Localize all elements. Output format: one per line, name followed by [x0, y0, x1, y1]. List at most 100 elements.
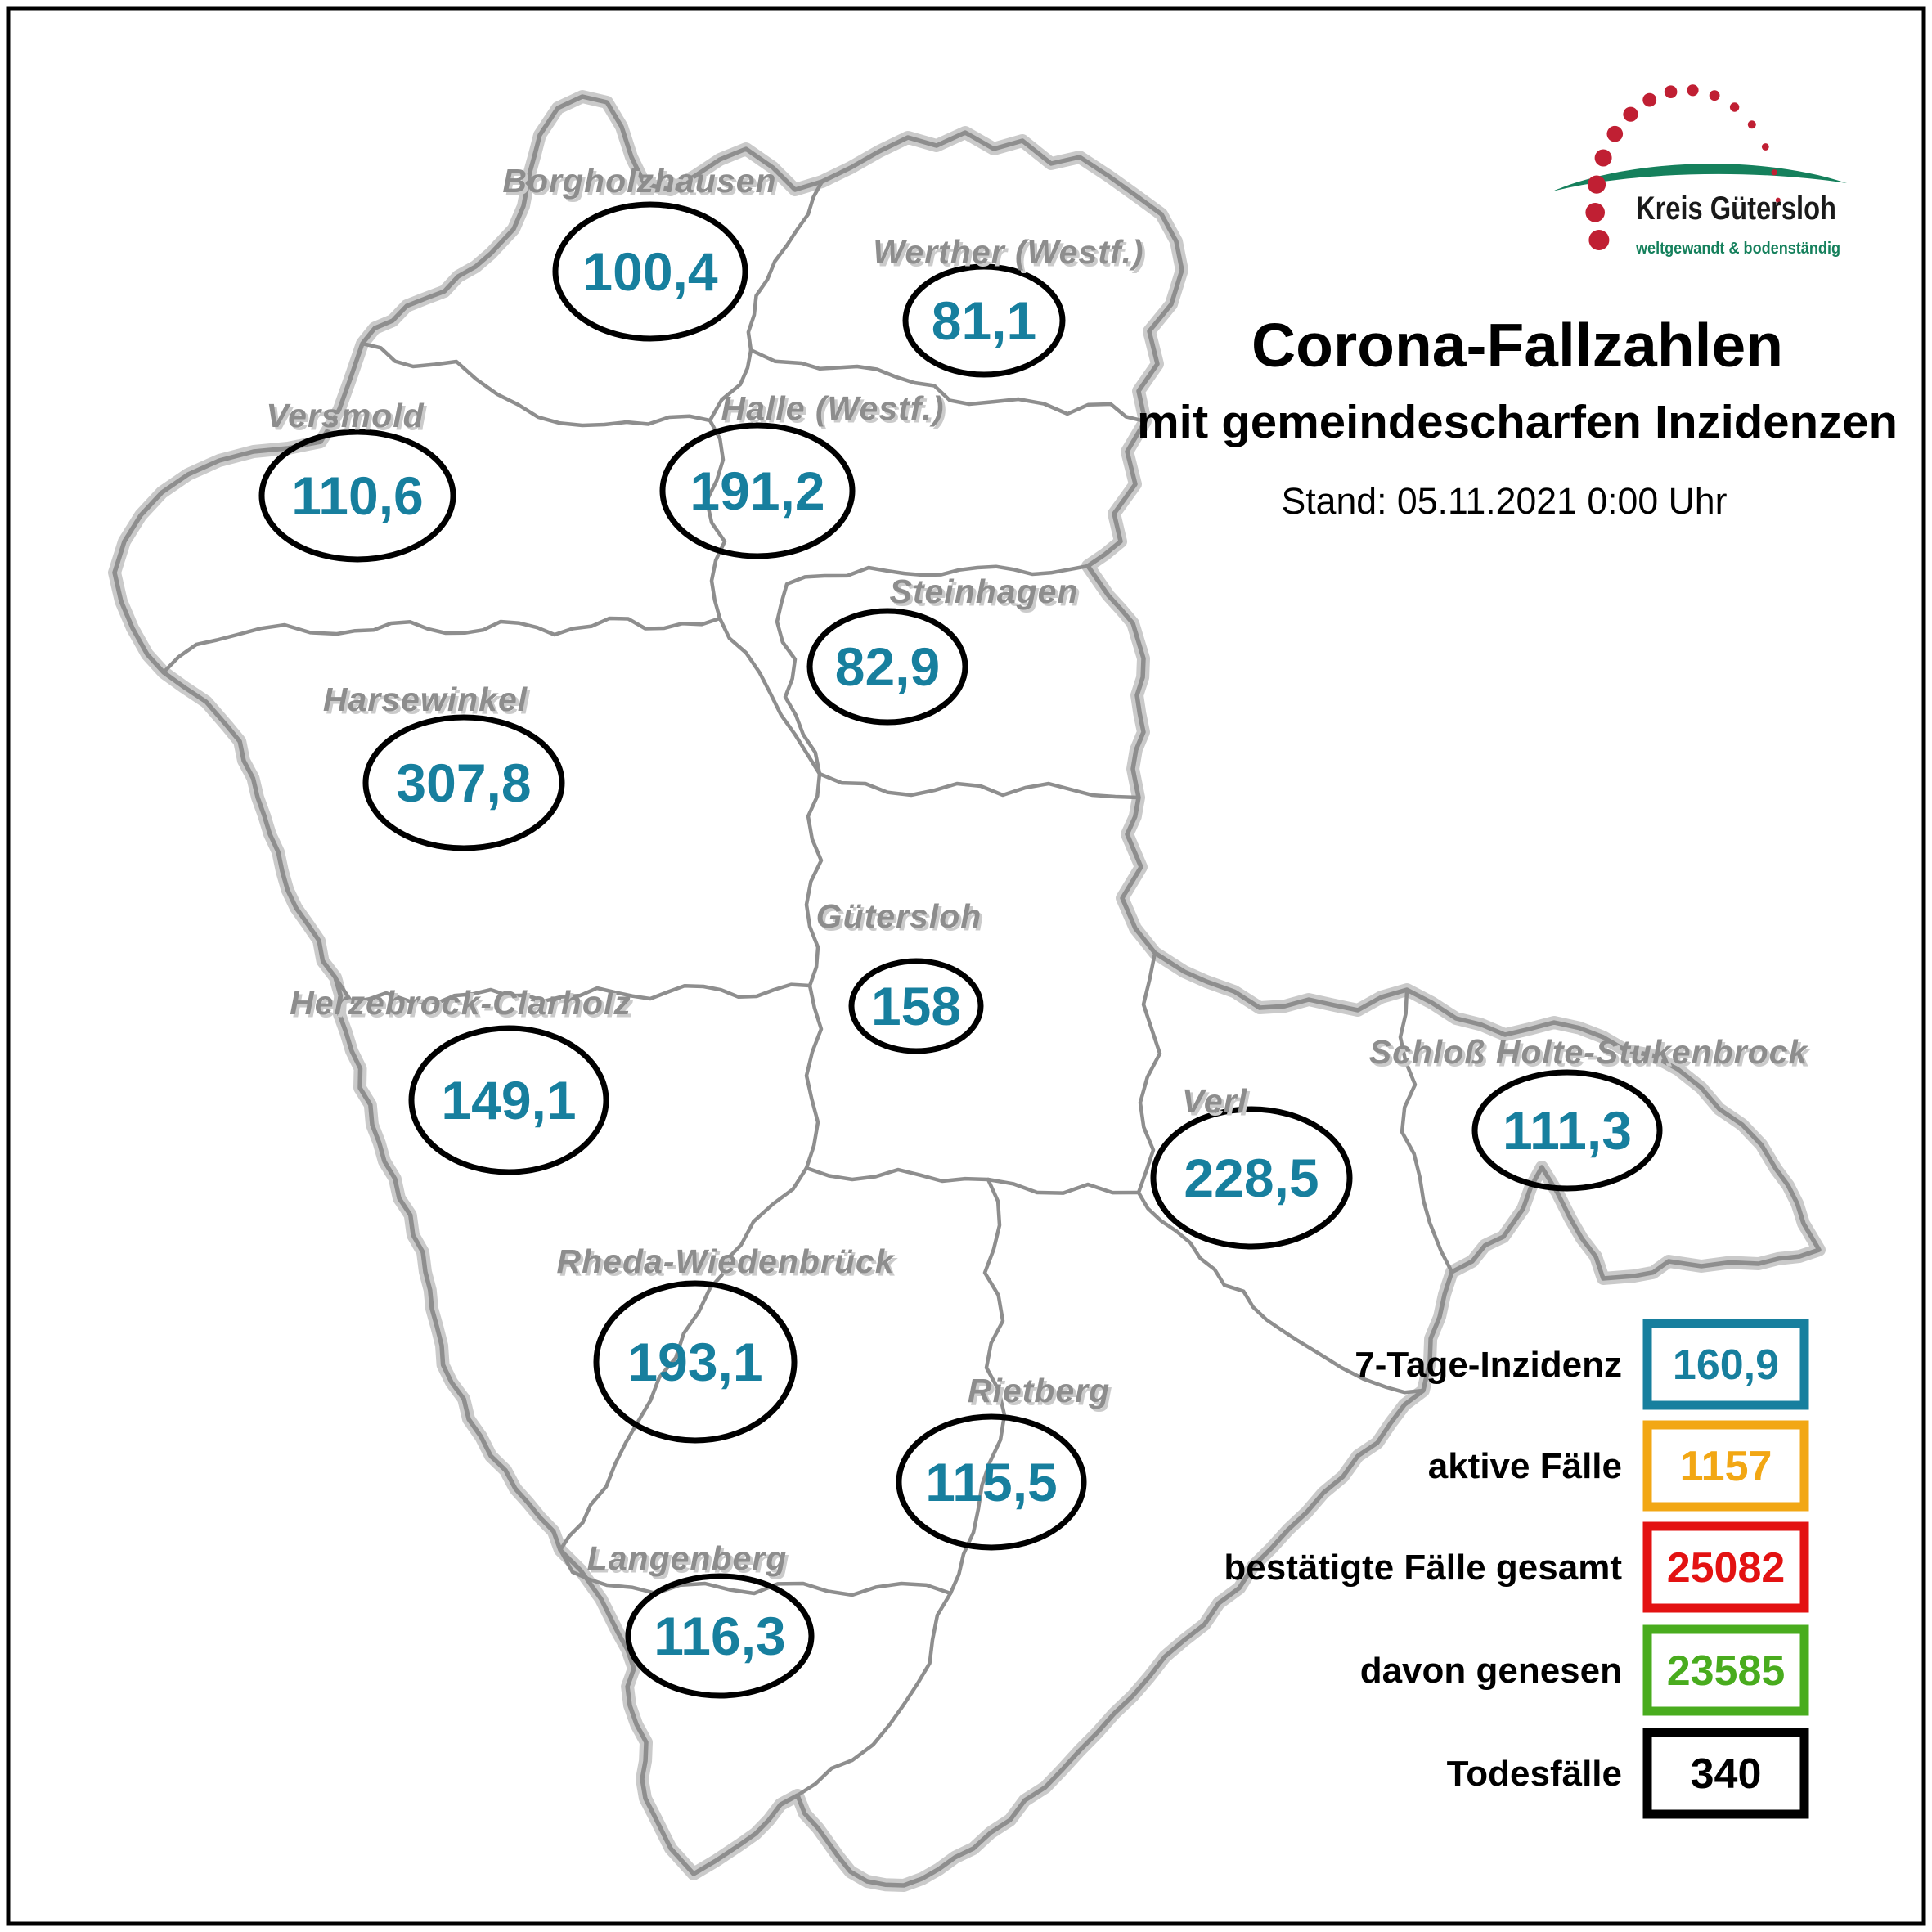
incidence-value-shs: 111,3 — [1503, 1100, 1632, 1161]
municipality-label-steinhagen: Steinhagen — [890, 573, 1079, 610]
municipality-label-rheda: Rheda-Wiedenbrück — [556, 1242, 895, 1280]
legend-label: davon genesen — [1360, 1651, 1622, 1691]
legend-label: aktive Fälle — [1428, 1446, 1622, 1486]
legend-label: bestätigte Fälle gesamt — [1224, 1548, 1622, 1588]
legend-value: 160,9 — [1673, 1341, 1779, 1389]
legend-value: 23585 — [1667, 1647, 1786, 1695]
page-border — [6, 6, 1926, 1926]
municipal-border — [986, 1177, 1141, 1195]
legend-row-recovered: davon genesen 23585 — [1360, 1624, 1809, 1716]
municipal-border — [775, 564, 1090, 776]
logo-dot — [1594, 149, 1612, 167]
incidence-ellipse-guetersloh — [848, 958, 984, 1054]
legend-box-active-cases — [1642, 1420, 1809, 1512]
legend: 7-Tage-Inzidenz 160,9 aktive Fälle 1157 … — [1224, 1319, 1809, 1819]
municipality-label-borgholzhausen: Borgholzhausen — [502, 162, 776, 200]
legend-value: 1157 — [1680, 1443, 1772, 1490]
incidence-ellipse-rietberg — [896, 1413, 1087, 1551]
municipal-border — [1398, 987, 1454, 1274]
municipal-border — [161, 616, 722, 675]
municipal-border — [360, 341, 712, 428]
incidence-ellipse-steinhagen — [806, 608, 968, 726]
municipality-label-shs: Schloß Holte-Stukenbrock — [1369, 1033, 1809, 1071]
logo-dot — [1642, 92, 1657, 107]
incidence-value-werther: 81,1 — [932, 290, 1036, 351]
logo-dot — [1588, 230, 1610, 250]
incidence-ellipse-verl — [1150, 1106, 1353, 1250]
municipality-label-rietberg: Rietberg — [968, 1372, 1110, 1409]
incidence-value-versmold: 110,6 — [291, 465, 424, 526]
municipal-border — [804, 983, 824, 1170]
municipality-label-guetersloh: Gütersloh — [816, 897, 982, 935]
municipality-herzebrock: Herzebrock-ClarholzHerzebrock-Clarholz14… — [290, 984, 635, 1175]
municipal-border — [717, 616, 822, 776]
municipality-label-shadow: Verl — [1185, 1085, 1251, 1123]
incidence-value-verl: 228,5 — [1184, 1148, 1319, 1208]
page-subtitle: mit gemeindescharfen Inzidenzen — [1137, 396, 1898, 448]
municipal-border — [558, 1166, 809, 1552]
legend-box-recovered — [1642, 1624, 1809, 1716]
page-title: Corona-Fallzahlen — [1251, 311, 1783, 380]
incidence-value-halle: 191,2 — [690, 461, 824, 521]
incidence-ellipse-versmold — [258, 429, 456, 563]
incidence-ellipse-shs — [1471, 1069, 1663, 1192]
municipality-label-werther: Werther (Westf.) — [873, 233, 1143, 271]
incidence-value-steinhagen: 82,9 — [835, 636, 940, 697]
legend-row-incidence: 7-Tage-Inzidenz 160,9 — [1355, 1319, 1809, 1410]
municipal-border — [1136, 1190, 1426, 1395]
municipality-label-shadow: Schloß Holte-Stukenbrock — [1372, 1036, 1812, 1074]
legend-label: Todesfälle — [1447, 1754, 1622, 1794]
legend-value: 25082 — [1667, 1544, 1786, 1592]
municipality-label-shadow: Herzebrock-Clarholz — [293, 987, 635, 1025]
municipal-border — [704, 418, 727, 621]
municipality-label-versmold: Versmold — [266, 397, 424, 434]
logo-dot — [1587, 175, 1606, 194]
logo-dot — [1771, 169, 1777, 176]
logo-dots-arc-icon — [1585, 84, 1781, 250]
legend-box-confirmed-total — [1642, 1521, 1809, 1613]
legend-box-deaths — [1642, 1728, 1809, 1819]
incidence-ellipse-rheda — [593, 1280, 798, 1444]
logo-dot — [1775, 197, 1781, 203]
municipal-border — [948, 1177, 1007, 1596]
municipality-label-shadow: Steinhagen — [892, 576, 1081, 613]
municipality-label-shadow: Harsewinkel — [326, 684, 531, 721]
incidence-value-borgholzhausen: 100,4 — [582, 241, 717, 302]
logo-dot — [1729, 102, 1740, 112]
logo-dot — [1664, 85, 1678, 98]
incidence-value-langenberg: 116,3 — [654, 1606, 786, 1666]
municipality-label-shadow: Langenberg — [590, 1543, 790, 1580]
logo-dot — [1761, 143, 1769, 151]
district-outline — [112, 94, 1822, 1888]
incidence-ellipse-herzebrock — [408, 1025, 609, 1175]
municipality-label-shadow: Gütersloh — [819, 901, 985, 938]
municipality-label-shadow: Rheda-Wiedenbrück — [559, 1246, 898, 1283]
incidence-value-harsewinkel: 307,8 — [396, 753, 531, 813]
incidence-ellipse-harsewinkel — [362, 714, 565, 851]
municipality-label-shadow: Halle (Westf.) — [724, 393, 947, 430]
municipal-border — [746, 179, 824, 353]
municipality-label-herzebrock: Herzebrock-Clarholz — [290, 984, 631, 1022]
municipality-label-shadow: Borgholzhausen — [505, 165, 780, 203]
incidence-value-rheda: 193,1 — [627, 1332, 762, 1392]
municipal-border — [558, 1548, 953, 1597]
incidence-ellipse-langenberg — [625, 1573, 815, 1699]
legend-label: 7-Tage-Inzidenz — [1355, 1345, 1622, 1385]
incidence-ellipse-borgholzhausen — [552, 201, 748, 342]
municipal-border — [748, 348, 1148, 424]
incidence-value-rietberg: 115,5 — [925, 1452, 1058, 1512]
incidence-ellipse-werther — [902, 263, 1066, 378]
logo-dot — [1747, 120, 1756, 129]
incidence-ellipse-halle — [659, 422, 856, 559]
logo-tagline: weltgewandt & bodenständig — [1635, 240, 1840, 258]
